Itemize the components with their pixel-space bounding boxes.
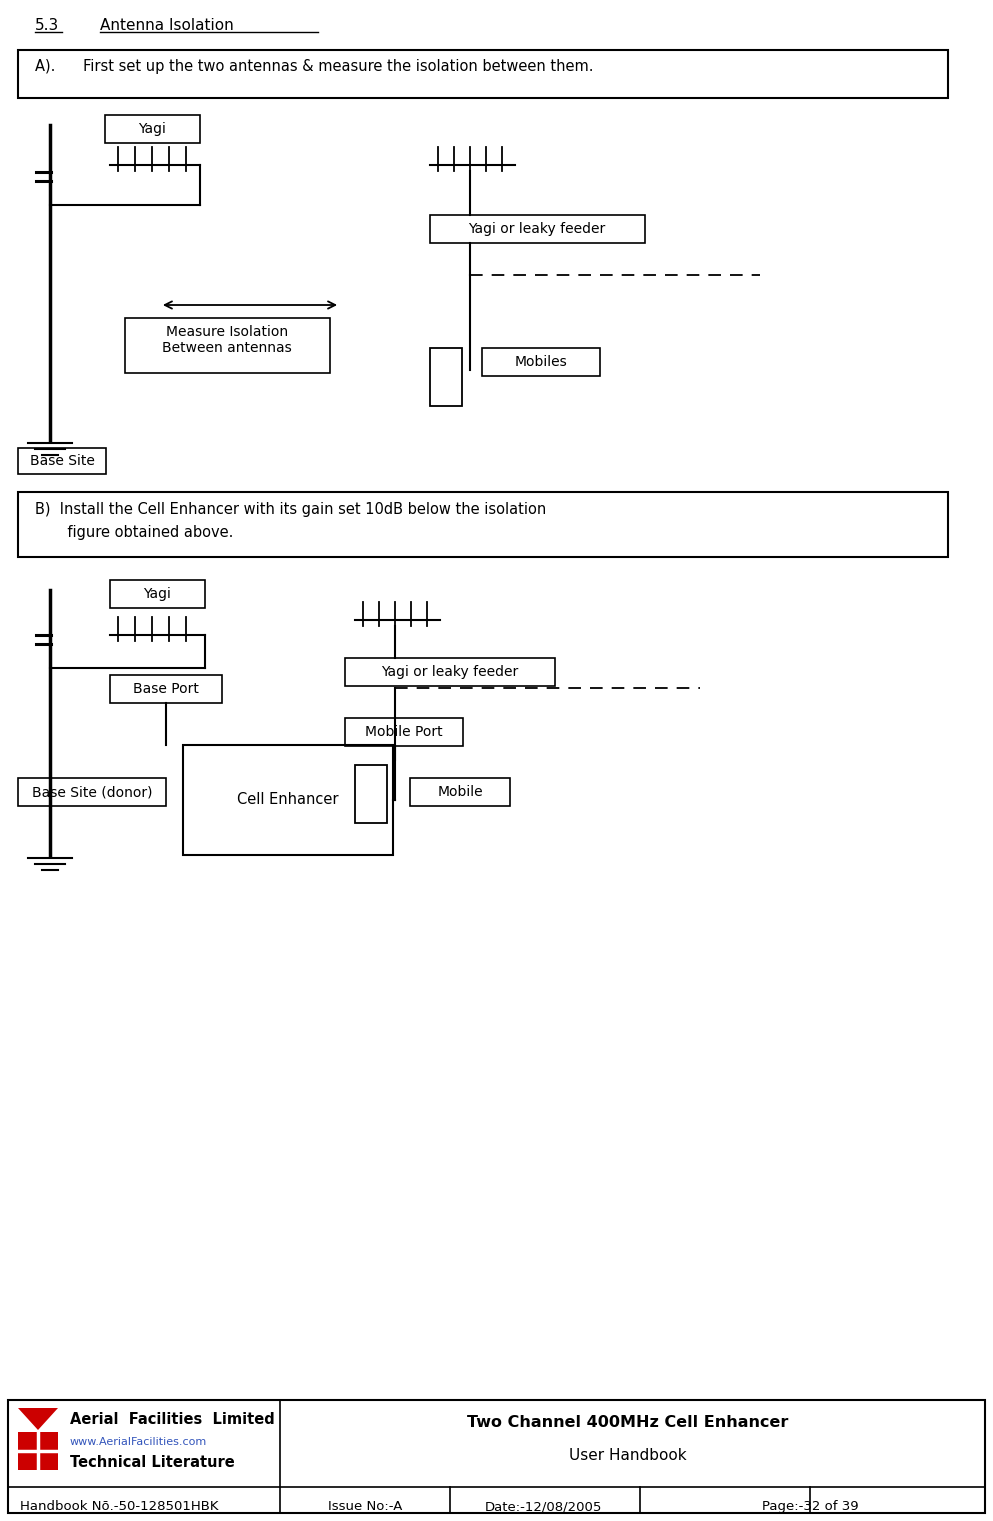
Text: A).      First set up the two antennas & measure the isolation between them.: A). First set up the two antennas & meas…: [35, 58, 594, 73]
Text: Page:-32 of 39: Page:-32 of 39: [762, 1500, 858, 1513]
Bar: [345, 659, 555, 686]
Text: Issue No:-A: Issue No:-A: [328, 1500, 402, 1513]
Text: Two Channel 400MHz Cell Enhancer: Two Channel 400MHz Cell Enhancer: [468, 1415, 788, 1430]
Bar: [18, 779, 166, 806]
Text: Mobile Port: Mobile Port: [365, 726, 443, 739]
Text: Mobiles: Mobiles: [514, 354, 567, 370]
Bar: [410, 779, 510, 806]
Bar: [8, 1399, 985, 1513]
Text: Measure Isolation
Between antennas: Measure Isolation Between antennas: [162, 325, 292, 356]
Bar: [125, 318, 330, 373]
Text: Base Site (donor): Base Site (donor): [32, 785, 152, 799]
Text: User Handbook: User Handbook: [569, 1448, 687, 1463]
Text: Aerial  Facilities  Limited: Aerial Facilities Limited: [70, 1411, 275, 1427]
Text: Base Port: Base Port: [133, 681, 199, 697]
Bar: [18, 491, 948, 557]
Text: Base Site: Base Site: [30, 453, 94, 468]
Bar: [110, 675, 222, 703]
Text: Yagi: Yagi: [138, 122, 166, 135]
Text: B)  Install the Cell Enhancer with its gain set 10dB below the isolation: B) Install the Cell Enhancer with its ga…: [35, 502, 546, 517]
Bar: [110, 580, 205, 608]
Text: Mobile: Mobile: [437, 785, 483, 799]
Bar: [18, 50, 948, 97]
Text: Antenna Isolation: Antenna Isolation: [100, 18, 233, 33]
Text: Cell Enhancer: Cell Enhancer: [237, 792, 339, 808]
Text: Technical Literature: Technical Literature: [70, 1456, 234, 1469]
Bar: [355, 765, 387, 823]
Text: Yagi or leaky feeder: Yagi or leaky feeder: [469, 222, 606, 236]
Text: www.AerialFacilities.com: www.AerialFacilities.com: [70, 1437, 208, 1446]
Bar: [18, 449, 106, 475]
Bar: [105, 116, 200, 143]
Text: 5.3: 5.3: [35, 18, 60, 33]
Text: Date:-12/08/2005: Date:-12/08/2005: [485, 1500, 602, 1513]
Bar: [430, 348, 462, 406]
Text: Yagi or leaky feeder: Yagi or leaky feeder: [381, 665, 518, 678]
Bar: [430, 214, 645, 243]
Bar: [183, 745, 393, 855]
Text: figure obtained above.: figure obtained above.: [35, 525, 233, 540]
Bar: [482, 348, 600, 376]
Text: Handbook Nō.-50-128501HBK: Handbook Nō.-50-128501HBK: [20, 1500, 218, 1513]
Bar: [18, 1431, 58, 1469]
Text: Yagi: Yagi: [143, 587, 171, 601]
Polygon shape: [18, 1408, 58, 1430]
Bar: [345, 718, 463, 745]
